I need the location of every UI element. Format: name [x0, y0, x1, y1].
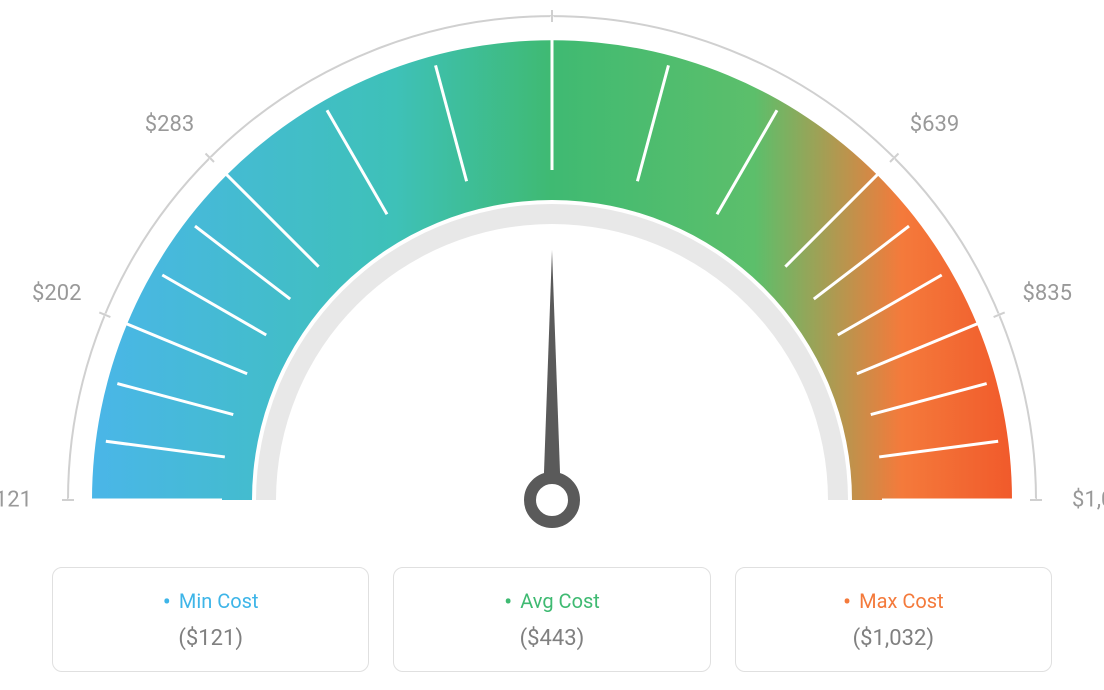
legend-min-value: ($121): [77, 626, 344, 651]
gauge-svg: [0, 0, 1104, 560]
gauge-tick-label: $283: [145, 112, 194, 137]
legend-avg-value: ($443): [418, 626, 685, 651]
gauge-tick-label: $835: [1023, 281, 1072, 306]
gauge-tick-label: $639: [910, 112, 959, 137]
gauge-chart: $121$202$283$443$639$835$1,032: [0, 0, 1104, 560]
legend-max-value: ($1,032): [760, 626, 1027, 651]
legend-min-title: Min Cost: [77, 588, 344, 616]
legend-max-title: Max Cost: [760, 588, 1027, 616]
gauge-tick-label: $202: [32, 281, 81, 306]
gauge-tick-label: $121: [0, 488, 32, 513]
legend-avg-title: Avg Cost: [418, 588, 685, 616]
legend-card-max: Max Cost ($1,032): [735, 567, 1052, 672]
legend-card-min: Min Cost ($121): [52, 567, 369, 672]
legend-card-avg: Avg Cost ($443): [393, 567, 710, 672]
legend-row: Min Cost ($121) Avg Cost ($443) Max Cost…: [52, 567, 1052, 672]
gauge-tick-label: $1,032: [1072, 488, 1104, 513]
